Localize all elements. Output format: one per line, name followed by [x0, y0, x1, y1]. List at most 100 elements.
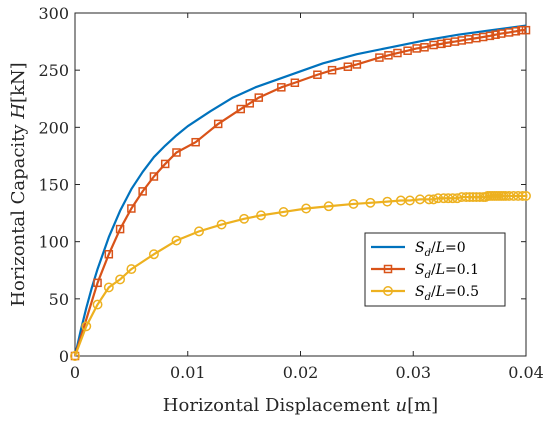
- data-point: [420, 43, 429, 52]
- data-point: [521, 190, 531, 201]
- series-layer: [70, 24, 531, 361]
- x-tick-label: 0.01: [170, 363, 206, 382]
- data-point: [172, 148, 181, 157]
- data-point: [404, 195, 415, 206]
- data-point: [160, 159, 170, 169]
- legend-label-part: =0.5: [445, 284, 479, 300]
- data-point: [437, 39, 446, 49]
- data-point: [301, 203, 312, 214]
- data-point: [236, 104, 245, 114]
- data-point: [464, 192, 475, 203]
- y-axis-title-var: H: [8, 103, 29, 120]
- data-point: [442, 38, 452, 47]
- data-point: [239, 213, 250, 224]
- data-point: [93, 278, 102, 288]
- data-point: [254, 93, 264, 102]
- data-point: [127, 204, 136, 213]
- data-point: [517, 190, 528, 201]
- y-axis-title-main: Horizontal Capacity: [8, 119, 29, 307]
- x-axis-title-var: u: [395, 395, 407, 416]
- data-point: [412, 44, 421, 53]
- data-point: [393, 48, 402, 58]
- series-1: [70, 25, 531, 361]
- data-point: [496, 29, 506, 38]
- plot-area: 0 0.01 0.02 0.03 0.04 0 50 100 150 200 250 300: [38, 4, 543, 382]
- x-axis-title-main: Horizontal Displacement: [163, 395, 396, 416]
- data-point: [428, 194, 439, 205]
- legend-label-part: S: [415, 262, 425, 278]
- data-point: [323, 201, 334, 212]
- data-point: [447, 193, 458, 204]
- data-point: [115, 224, 125, 234]
- x-axis-title-unit: [m]: [407, 395, 438, 416]
- legend-label: Sd/L=0.1: [415, 262, 479, 281]
- series-2: [70, 190, 531, 361]
- legend-label-part: d: [425, 292, 431, 303]
- x-tick-label: 0: [70, 363, 80, 382]
- data-point: [511, 27, 521, 36]
- data-point: [313, 70, 322, 79]
- legend-label-part: L: [435, 240, 445, 256]
- data-point: [290, 78, 300, 87]
- y-tick-label: 100: [38, 233, 69, 252]
- data-point: [216, 219, 227, 230]
- data-point: [343, 62, 353, 71]
- ticks: 0 0.01 0.02 0.03 0.04 0 50 100 150 200 250 300: [38, 4, 543, 382]
- y-tick-label: 150: [38, 176, 69, 195]
- data-point: [327, 65, 337, 75]
- y-tick-label: 300: [38, 4, 69, 23]
- legend-label-part: =0: [445, 240, 466, 256]
- data-point: [468, 192, 478, 203]
- data-point: [348, 198, 359, 209]
- series-0: [73, 24, 527, 357]
- legend-label-part: S: [415, 240, 425, 256]
- data-point: [403, 46, 412, 55]
- data-point: [452, 193, 463, 204]
- data-point: [138, 187, 147, 196]
- legend-label-part: d: [425, 248, 431, 259]
- x-tick-label: 0.02: [283, 363, 319, 382]
- legend-label-part: /: [431, 284, 436, 300]
- legend-label: Sd/L=0: [415, 240, 466, 259]
- legend-label-part: d: [425, 270, 431, 281]
- data-point: [70, 351, 80, 361]
- legend-label-part: /: [431, 262, 436, 278]
- legend-marker: [383, 264, 393, 274]
- y-tick-label: 250: [38, 61, 69, 80]
- data-point: [191, 137, 200, 147]
- legend-marker: [383, 286, 393, 296]
- y-axis-title: Horizontal Capacity H[kN]: [8, 62, 29, 306]
- data-point: [352, 60, 362, 69]
- data-point: [256, 210, 266, 221]
- data-point: [491, 30, 500, 39]
- data-point: [92, 299, 103, 310]
- legend-label-part: S: [415, 284, 425, 300]
- data-point: [375, 53, 384, 62]
- data-point: [104, 249, 114, 259]
- y-tick-label: 200: [38, 118, 69, 137]
- series-line: [73, 24, 527, 357]
- legend-label: Sd/L=0.5: [415, 284, 479, 303]
- data-point: [517, 25, 526, 35]
- data-point: [464, 35, 473, 44]
- data-point: [424, 194, 434, 205]
- data-point: [148, 249, 159, 260]
- legend-item: Sd/L=0.5: [371, 284, 479, 303]
- y-axis-title-unit: [kN]: [8, 62, 29, 103]
- y-tick-label: 0: [59, 347, 69, 366]
- data-point: [115, 274, 126, 285]
- data-point: [149, 172, 159, 181]
- data-point: [384, 51, 393, 60]
- data-point: [194, 226, 204, 237]
- data-point: [126, 264, 137, 275]
- legend-label-part: /: [431, 240, 436, 256]
- data-point: [461, 192, 472, 203]
- x-tick-label: 0.03: [395, 363, 431, 382]
- data-point: [382, 196, 393, 207]
- data-point: [171, 235, 182, 246]
- data-point: [433, 193, 444, 204]
- data-point: [103, 282, 114, 293]
- data-point: [365, 197, 376, 208]
- legend-label-part: =0.1: [445, 262, 479, 278]
